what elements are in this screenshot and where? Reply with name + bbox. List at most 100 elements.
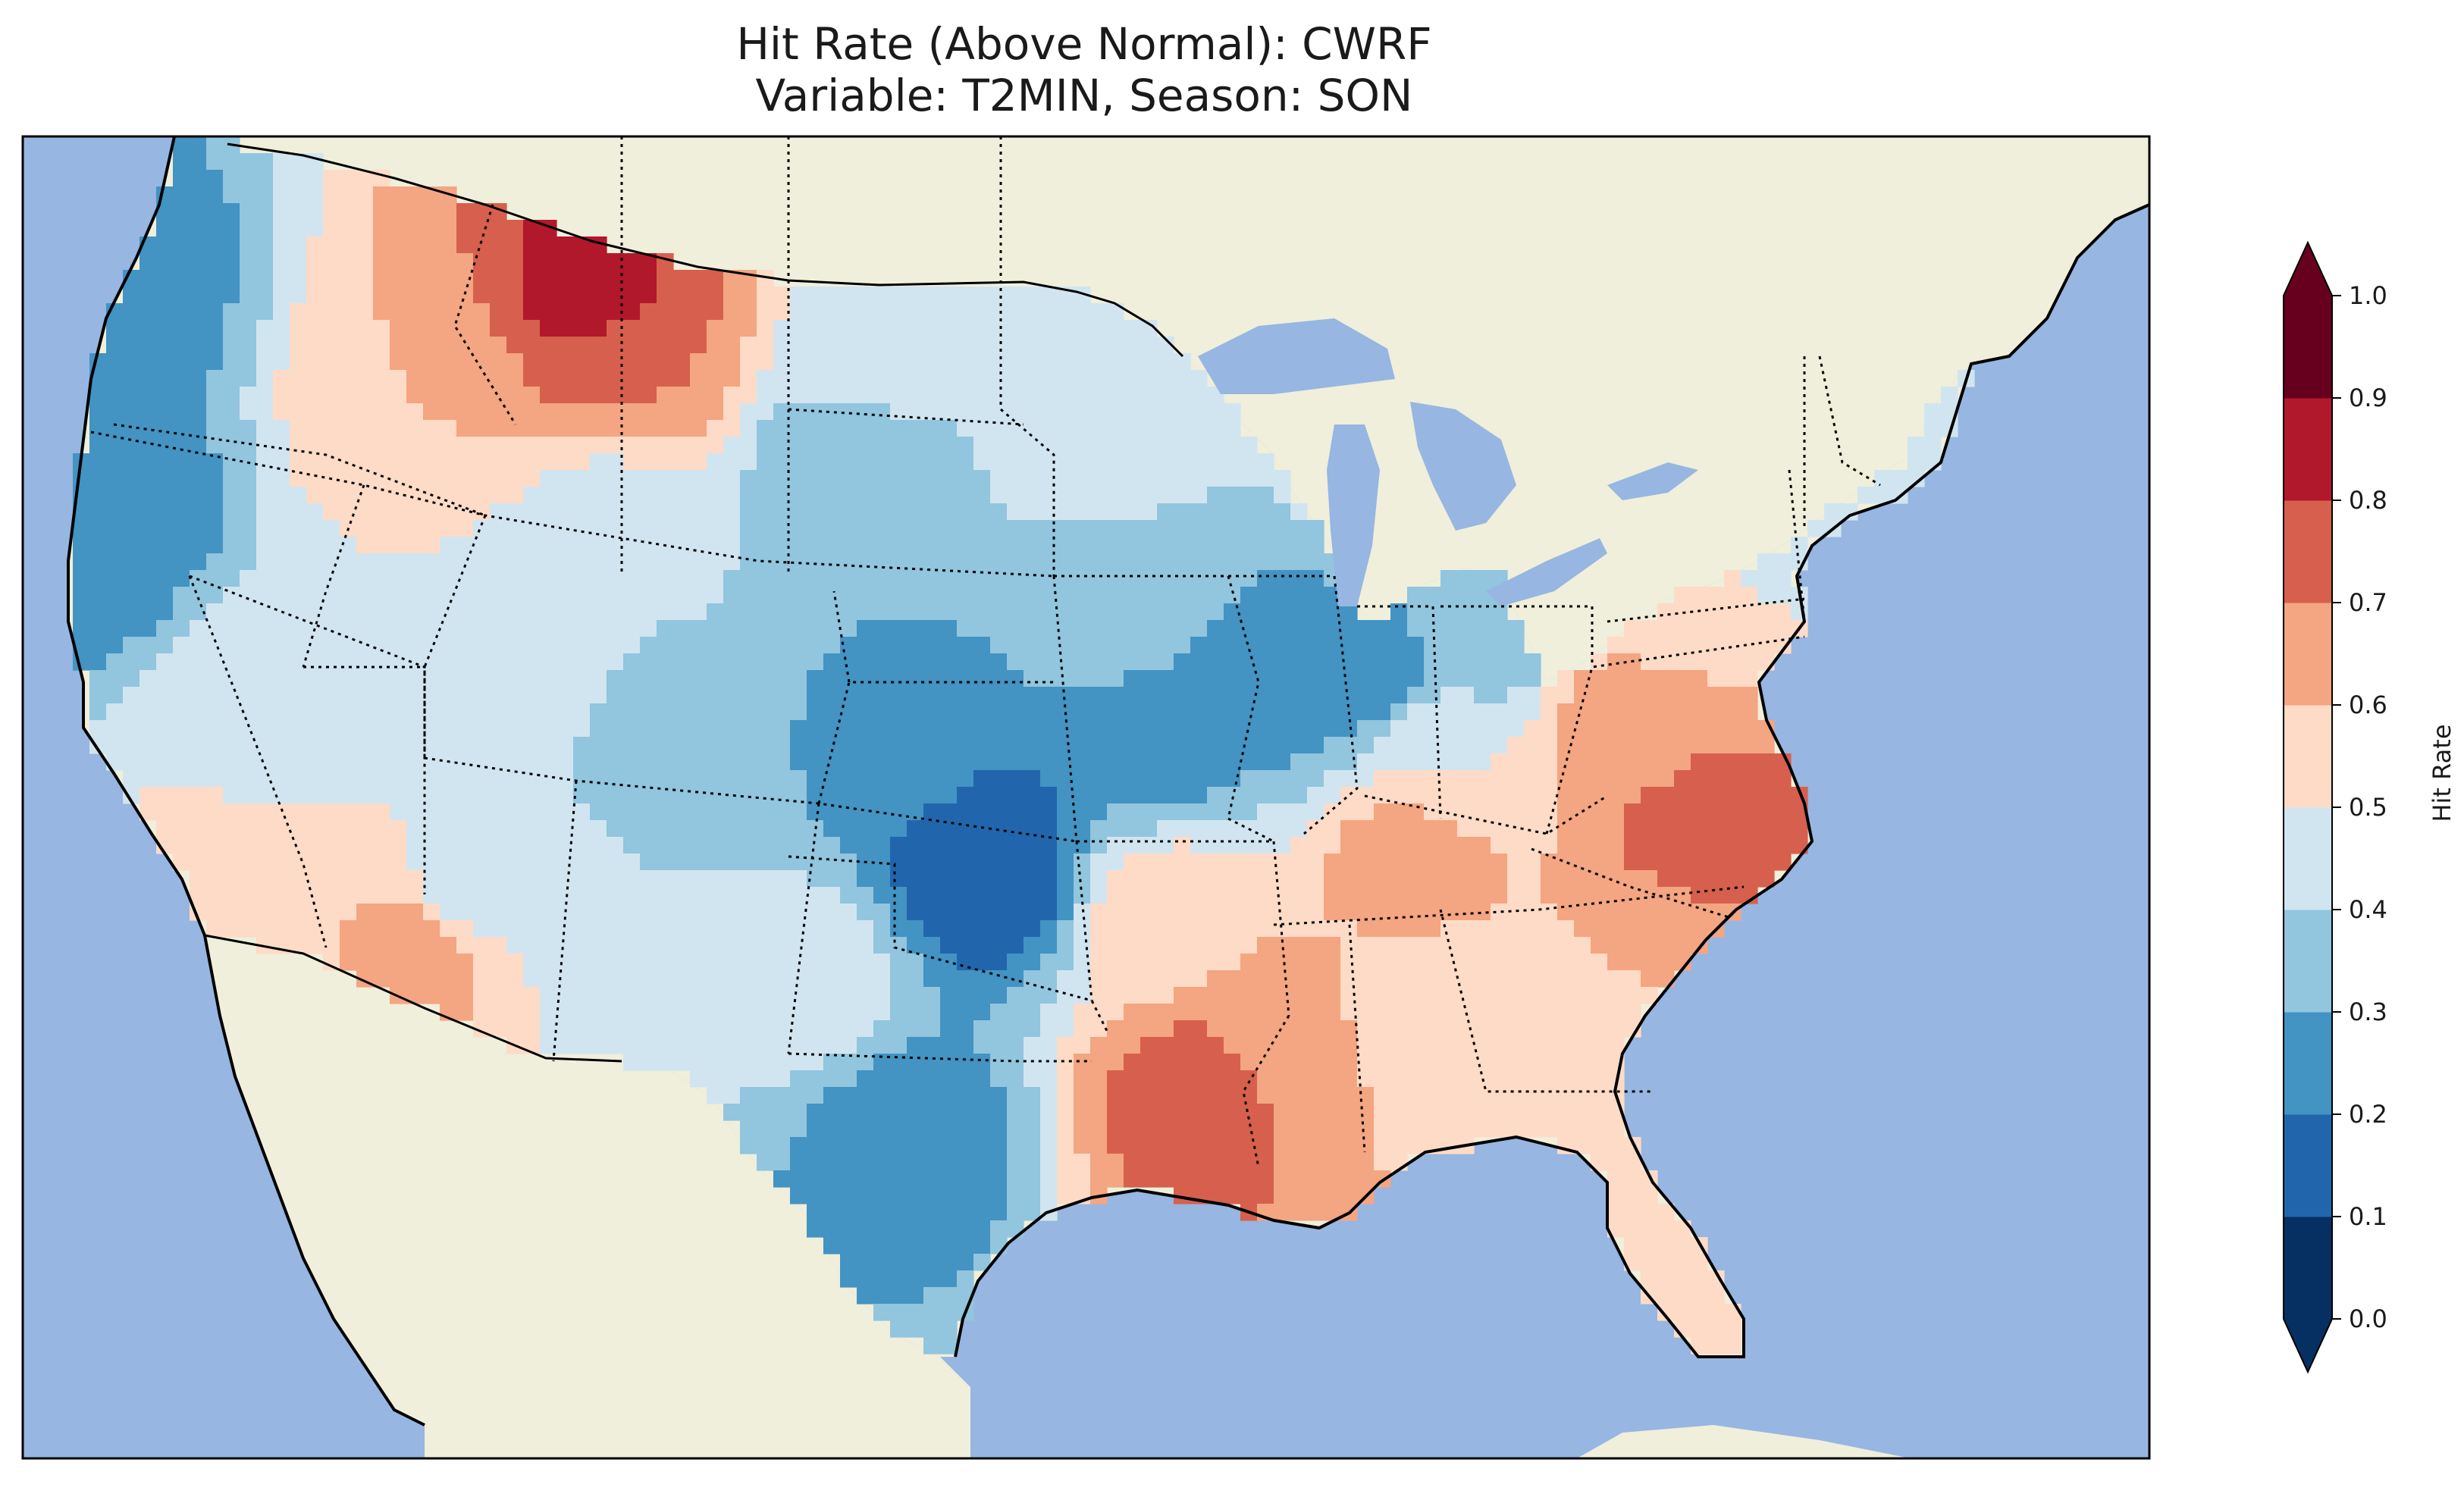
heatmap-cell <box>340 487 357 504</box>
colorbar-extend-max <box>2284 243 2332 296</box>
heatmap-cell <box>440 353 457 371</box>
heatmap-cell <box>740 420 757 437</box>
heatmap-cell <box>1107 520 1124 537</box>
heatmap-cell <box>940 403 958 421</box>
heatmap-cell <box>173 437 190 454</box>
heatmap-cell <box>707 453 724 471</box>
heatmap-cell <box>573 287 591 304</box>
heatmap-cell <box>506 470 524 487</box>
heatmap-cell <box>290 303 307 321</box>
heatmap-cell <box>1157 387 1174 404</box>
heatmap-cell <box>456 370 474 387</box>
heatmap-cell <box>273 270 290 287</box>
heatmap-cell <box>173 203 190 221</box>
heatmap-cell <box>657 503 674 521</box>
heatmap-cell <box>423 203 440 221</box>
heatmap-cell <box>1257 487 1274 504</box>
heatmap-cell <box>290 186 307 204</box>
heatmap-cell <box>707 270 724 287</box>
heatmap-cell <box>690 553 707 571</box>
heatmap-cell <box>206 487 224 504</box>
heatmap-cell <box>707 437 724 454</box>
heatmap-cell <box>723 503 741 521</box>
heatmap-cell <box>1124 320 1141 337</box>
heatmap-cell <box>456 287 474 304</box>
heatmap-cell <box>473 353 491 371</box>
heatmap-cell <box>657 520 674 537</box>
heatmap-cell <box>790 553 807 571</box>
heatmap-cell <box>807 287 824 304</box>
heatmap-cell <box>540 403 557 421</box>
heatmap-cell <box>1007 353 1024 371</box>
heatmap-cell <box>1074 420 1091 437</box>
heatmap-cell <box>640 503 657 521</box>
heatmap-cell <box>490 337 507 354</box>
heatmap-cell <box>573 337 591 354</box>
heatmap-cell <box>356 236 374 254</box>
heatmap-cell <box>1007 437 1024 454</box>
heatmap-cell <box>607 437 624 454</box>
heatmap-cell <box>740 487 757 504</box>
heatmap-cell <box>773 420 791 437</box>
heatmap-cell <box>1207 537 1224 554</box>
heatmap-cell <box>173 170 190 187</box>
heatmap-cell <box>106 453 124 471</box>
colorbar-tick-label: 0.0 <box>2349 1305 2387 1333</box>
heatmap-cell <box>1040 303 1058 321</box>
heatmap-cell <box>573 387 591 404</box>
heatmap-cell <box>506 453 524 471</box>
heatmap-cell <box>1140 503 1158 521</box>
heatmap-cell <box>140 420 157 437</box>
colorbar-segment <box>2284 296 2332 399</box>
heatmap-cell <box>540 253 557 271</box>
heatmap-cell <box>723 487 741 504</box>
heatmap-cell <box>323 520 340 537</box>
heatmap-cell <box>256 287 274 304</box>
heatmap-cell <box>256 303 274 321</box>
heatmap-cell <box>290 270 307 287</box>
heatmap-cell <box>256 153 274 171</box>
heatmap-cell <box>373 303 390 321</box>
heatmap-cell <box>290 537 307 554</box>
heatmap-cell <box>657 337 674 354</box>
heatmap-cell <box>223 253 240 271</box>
heatmap-cell <box>940 287 958 304</box>
heatmap-cell <box>106 470 124 487</box>
heatmap-cell <box>190 220 207 237</box>
heatmap-cell <box>1024 320 1041 337</box>
heatmap-cell <box>206 520 224 537</box>
heatmap-cell <box>607 520 624 537</box>
heatmap-cell <box>440 553 457 571</box>
heatmap-cell <box>690 387 707 404</box>
heatmap-cell <box>840 353 857 371</box>
heatmap-cell <box>173 487 190 504</box>
heatmap-cell <box>356 303 374 321</box>
heatmap-cell <box>290 503 307 521</box>
heatmap-cell <box>940 487 958 504</box>
heatmap-cell <box>1140 487 1158 504</box>
heatmap-cell <box>240 403 257 421</box>
heatmap-cell <box>456 353 474 371</box>
colorbar-segment <box>2284 500 2332 603</box>
heatmap-cell <box>723 437 741 454</box>
heatmap-cell <box>890 537 908 554</box>
heatmap-cell <box>740 403 757 421</box>
heatmap-cell <box>290 170 307 187</box>
heatmap-cell <box>1174 387 1191 404</box>
heatmap-cell <box>340 170 357 187</box>
heatmap-cell <box>640 437 657 454</box>
heatmap-cell <box>1857 487 1875 504</box>
heatmap-cell <box>923 353 941 371</box>
heatmap-cell <box>640 520 657 537</box>
heatmap-cell <box>973 337 991 354</box>
heatmap-cell <box>623 387 641 404</box>
heatmap-cell <box>306 170 324 187</box>
heatmap-cell <box>1140 420 1158 437</box>
heatmap-cell <box>607 287 624 304</box>
heatmap-cell <box>240 287 257 304</box>
heatmap-cell <box>490 537 507 554</box>
heatmap-cell <box>1107 320 1124 337</box>
heatmap-cell <box>590 420 607 437</box>
heatmap-cell <box>757 553 774 571</box>
heatmap-cell <box>1090 453 1108 471</box>
